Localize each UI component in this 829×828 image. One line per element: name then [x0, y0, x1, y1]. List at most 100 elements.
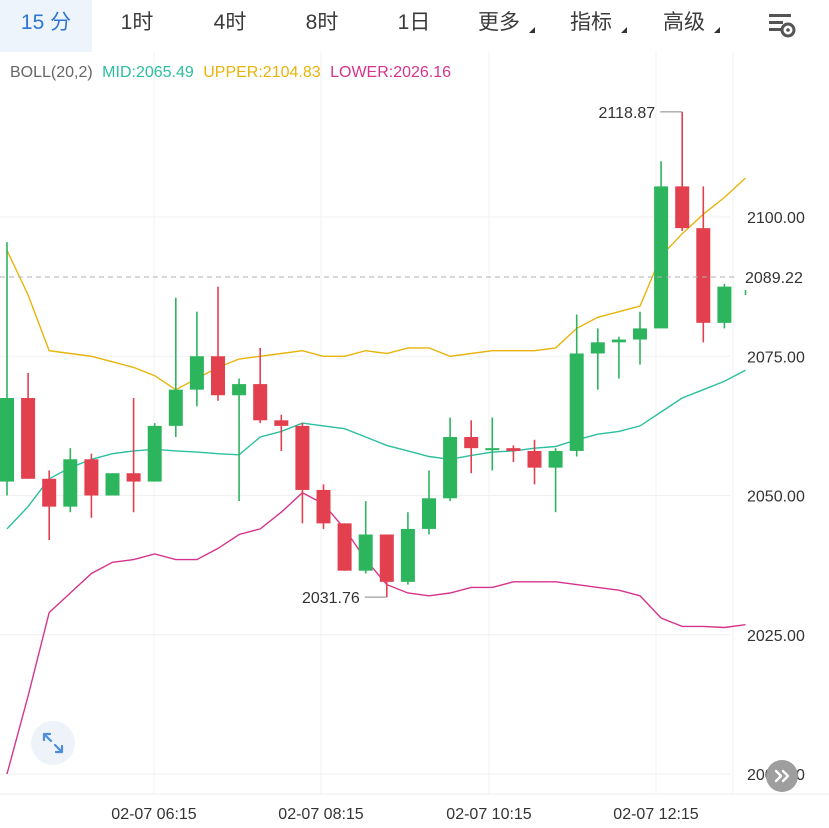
candle: [675, 111, 690, 231]
tab-advanced[interactable]: 高级: [663, 11, 705, 34]
scroll-to-latest-icon: [774, 769, 790, 783]
candle: [590, 328, 605, 390]
tab-more[interactable]: 更多: [478, 11, 520, 34]
candle: [21, 372, 36, 479]
low-annotation-label: 2031.76: [302, 590, 360, 607]
last-price-tag: [738, 264, 829, 291]
candle-body: [569, 353, 584, 451]
y-tick-label: 2025.00: [747, 628, 805, 645]
scroll-to-latest-button[interactable]: [766, 760, 798, 792]
candle: [253, 347, 268, 424]
candle-body: [400, 528, 415, 582]
candle: [126, 398, 141, 513]
candle-body: [675, 186, 690, 229]
candle-body: [548, 450, 563, 468]
tab-1d[interactable]: 1日: [397, 11, 431, 34]
boll-upper-value: UPPER:2104.83: [203, 64, 321, 81]
candle-body: [422, 498, 436, 529]
candle-body: [464, 437, 479, 449]
candle: [168, 297, 183, 438]
boll-mid-value: MID:2065.49: [102, 64, 194, 81]
candle-body: [611, 339, 626, 343]
x-tick-label: 02-07 10:15: [446, 806, 532, 823]
candle-body: [654, 186, 669, 329]
tab-8h[interactable]: 8时: [305, 11, 339, 34]
candle-body: [189, 356, 204, 390]
y-tick-label: 2100.00: [747, 210, 805, 227]
candle: [105, 473, 120, 496]
candle: [611, 336, 626, 379]
candle: [443, 417, 458, 502]
candle: [147, 423, 162, 482]
candle-body: [590, 342, 605, 354]
indicators-dropdown-icon: [621, 27, 627, 33]
candle: [358, 501, 373, 574]
tab-15m[interactable]: 15 分: [0, 0, 92, 52]
tab-4h[interactable]: 4时: [213, 11, 247, 34]
boll-lower-value: LOWER:2026.16: [330, 64, 452, 81]
candle-body: [211, 356, 225, 396]
candle-body: [358, 534, 373, 571]
x-tick-label: 02-07 08:15: [278, 806, 364, 823]
chart-settings-icon[interactable]: [766, 10, 798, 40]
candle: [274, 414, 289, 451]
candle-body: [295, 425, 310, 490]
candle: [400, 512, 415, 585]
candle: [84, 453, 99, 518]
candle-body: [168, 389, 183, 426]
candle-body: [337, 523, 352, 571]
candle-body: [0, 398, 14, 482]
candlestick-chart[interactable]: 2100.002075.002050.002025.002000.002089.…: [0, 52, 829, 828]
candle-body: [485, 448, 500, 451]
candle: [717, 283, 732, 329]
candle-body: [316, 489, 331, 524]
candle-body: [506, 448, 521, 451]
candle-body: [717, 286, 732, 323]
candle-body: [443, 437, 458, 499]
candle: [506, 445, 521, 463]
candle: [295, 423, 310, 524]
expand-chart-button[interactable]: [31, 721, 75, 765]
x-tick-label: 02-07 06:15: [111, 806, 197, 823]
candle: [422, 470, 436, 535]
advanced-dropdown-icon: [714, 27, 720, 33]
candle: [464, 420, 479, 474]
more-dropdown-icon: [529, 27, 535, 33]
last-price-label: 2089.22: [745, 270, 803, 287]
candle-body: [379, 534, 394, 582]
candle-body: [232, 384, 247, 396]
candle: [379, 534, 394, 598]
candle: [211, 286, 225, 401]
candle: [527, 439, 542, 485]
timeframe-tab-bar: 15 分 1时 4时 8时 1日 更多 指标 高级: [0, 0, 829, 52]
candle: [337, 523, 352, 571]
tab-1h[interactable]: 1时: [120, 11, 154, 34]
candle: [189, 311, 204, 407]
boll-upper-line: [6, 177, 746, 391]
expand-icon: [42, 732, 64, 754]
candle-body: [21, 398, 36, 479]
candle-body: [126, 473, 141, 482]
x-tick-label: 02-07 12:15: [613, 806, 699, 823]
candle: [633, 311, 647, 365]
candle-body: [42, 478, 57, 507]
candle: [42, 470, 57, 541]
y-tick-label: 2075.00: [747, 349, 805, 366]
y-tick-label: 2050.00: [747, 489, 805, 506]
candle-body: [274, 420, 289, 426]
candle-body: [84, 459, 99, 496]
candle-body: [147, 425, 162, 482]
candle: [548, 448, 563, 513]
candle: [63, 448, 78, 513]
boll-mid-line: [6, 369, 746, 530]
candle: [0, 242, 14, 496]
candle: [316, 484, 331, 529]
boll-indicator-legend: BOLL(20,2) MID:2065.49 UPPER:2104.83 LOW…: [10, 64, 456, 82]
candle-body: [253, 384, 268, 421]
boll-name: BOLL(20,2): [10, 64, 93, 81]
candle-body: [105, 473, 120, 496]
candle-body: [633, 328, 647, 340]
candle: [654, 161, 669, 329]
boll-lower-line: [6, 491, 746, 775]
tab-indicators[interactable]: 指标: [570, 11, 612, 34]
